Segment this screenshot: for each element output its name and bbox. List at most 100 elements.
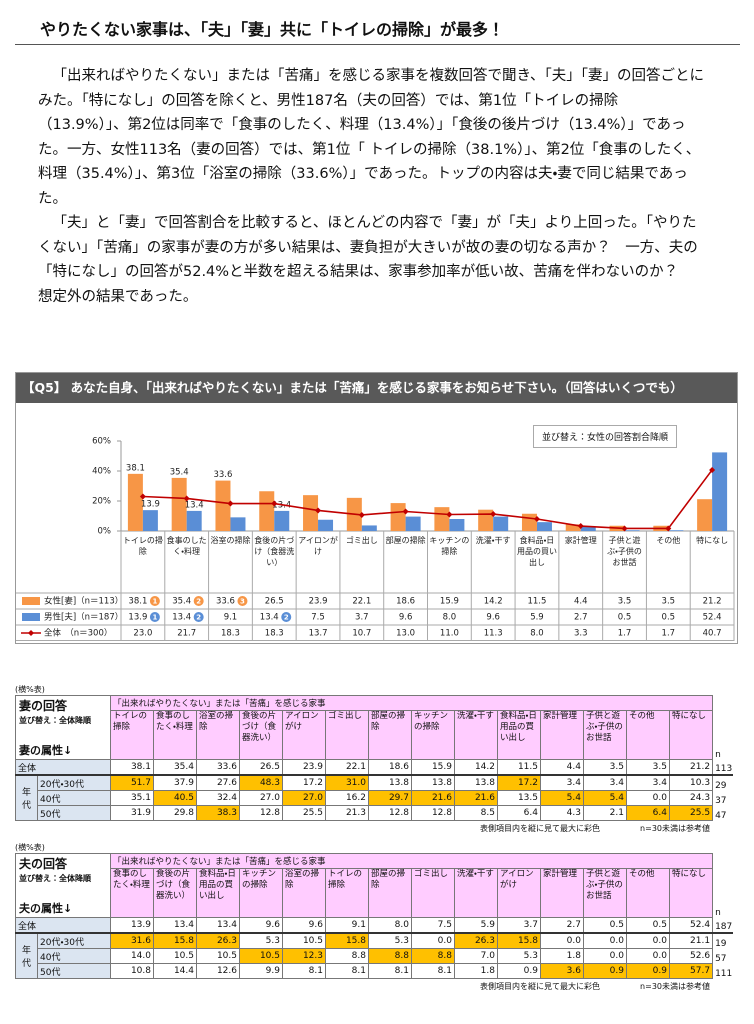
- category-cell: 特になし: [696, 536, 728, 545]
- table-cell: 27.0: [282, 790, 326, 806]
- table-cell: 38.1: [110, 759, 154, 776]
- table-value: 52.4: [703, 613, 722, 623]
- n-cell: 187: [712, 917, 733, 934]
- bar: [536, 522, 552, 531]
- table-value: 9.6: [486, 613, 500, 623]
- table-value: 18.3: [265, 629, 284, 639]
- bar-value-label: 33.6: [213, 470, 232, 480]
- table-cell: 14.4: [153, 963, 197, 979]
- chart-panel: 【Q5】 あなた自身、「出来ればやりたくない」または「苦痛」を感じる家事をお知ら…: [15, 372, 738, 644]
- category-cell: 食後の片づけ（食器洗い）: [254, 536, 295, 567]
- rank-number: 1: [152, 598, 157, 606]
- table-cell: 0.0: [411, 932, 455, 949]
- table-cell: 7.5: [411, 917, 455, 934]
- table-cell: 8.8: [325, 948, 369, 964]
- table-cell: 35.4: [153, 759, 197, 776]
- bar-value-label: 13.4: [185, 500, 204, 510]
- table-cell: 17.2: [497, 774, 541, 791]
- table-cell: 18.6: [368, 759, 412, 776]
- table-cell: 17.2: [282, 774, 326, 791]
- data-table: 夫の回答 並び替え：全体降順 夫の属性↓ 「出来ればやりたくない」または「苦痛」を感じ…: [15, 852, 733, 979]
- n-cell: 111: [712, 963, 733, 979]
- data-table: 妻の回答 並び替え：全体降順 妻の属性↓ 「出来ればやりたくない」または「苦痛」を感じ…: [15, 694, 733, 821]
- table-cell: 27.6: [196, 774, 240, 791]
- category-cell: 子供と遊ぶ・子供のお世話: [607, 536, 642, 567]
- unit-label: (横%表): [15, 843, 45, 852]
- line-marker: [533, 516, 540, 522]
- table-value: 11.5: [527, 597, 546, 607]
- table-cell: 13.8: [368, 774, 412, 791]
- rank-number: 2: [284, 614, 289, 622]
- table-value: 21.7: [177, 629, 196, 639]
- data-row: 40代 14.0 10.5 10.5 10.5 12.3 8.8 8.8 8.8 7.0 5.3 1.…: [16, 948, 733, 964]
- line-marker: [271, 500, 278, 507]
- table-cell: 14.2: [454, 759, 498, 776]
- column-header: アイロンがけ: [497, 868, 541, 918]
- line-marker: [139, 493, 146, 500]
- table-cell: 16.2: [325, 790, 369, 806]
- n-header: n: [712, 853, 733, 918]
- table-cell: 2.7: [540, 917, 584, 934]
- x-tick-label: キッチンの掃除: [429, 536, 470, 556]
- table-value: 11.3: [484, 629, 503, 639]
- table-value: 40.7: [703, 629, 722, 639]
- table-cell: 14.0: [110, 948, 154, 964]
- total-row: 全体 38.1 35.4 33.6 26.5 23.9 22.1 18.6 15.9 14.2 11…: [15, 759, 733, 776]
- table-cell: 27.0: [239, 790, 283, 806]
- attribute-label: 妻の属性↓: [19, 744, 73, 757]
- table-cell: 0.9: [583, 963, 627, 979]
- column-header: 食事のしたく・料理: [110, 868, 154, 918]
- table-cell: 12.8: [239, 805, 283, 821]
- bar: [318, 519, 334, 531]
- rank-number: 2: [196, 614, 201, 622]
- legend-swatch: [22, 613, 40, 621]
- x-tick-label: ゴミ出し: [345, 536, 378, 545]
- table-notes: 表側項目内を縦に見て最大に彩色 n=30未満は参考値: [15, 823, 740, 834]
- line-marker: [315, 507, 322, 514]
- column-header: アイロンがけ: [282, 710, 326, 760]
- wife-table: (横%表) 妻の回答 並び替え：全体降順 妻の属性↓ 「出来ればやりたくない」または「苦…: [15, 684, 740, 834]
- category-cell: アイロンがけ: [298, 536, 338, 556]
- table-cell: 7.0: [454, 948, 498, 964]
- table-cell: 8.1: [411, 963, 455, 979]
- rank-badge: [193, 596, 204, 606]
- table-cell: 52.6: [668, 948, 714, 964]
- rank-badge: [149, 596, 160, 606]
- column-header: 洗濯・干す: [454, 868, 498, 918]
- table-value: 3.5: [618, 597, 632, 607]
- corner-cell: 妻の回答 並び替え：全体降順 妻の属性↓: [15, 695, 111, 760]
- table-cell: 13.8: [411, 774, 455, 791]
- paragraph: 「出来ればやりたくない」または「苦痛」を感じる家事を複数回答で聞き、「夫」「妻」…: [38, 68, 704, 207]
- row-label: 20代・30代: [37, 932, 111, 949]
- title-rule: [15, 44, 740, 45]
- table-value: 22.1: [352, 597, 371, 607]
- table-cell: 3.5: [626, 759, 670, 776]
- table-cell: 0.5: [626, 917, 670, 934]
- table-cell: 8.5: [454, 805, 498, 821]
- table-cell: 26.3: [454, 932, 498, 949]
- table-cell: 29.8: [153, 805, 197, 821]
- table-value: 4.4: [574, 597, 588, 607]
- legend-swatch: [22, 597, 40, 605]
- table-cell: 9.1: [325, 917, 369, 934]
- page-title: やりたくない家事は、「夫」「妻」共に「トイレの掃除」が最多！: [40, 20, 505, 39]
- question-header: 「出来ればやりたくない」または「苦痛」を感じる家事: [109, 852, 714, 870]
- table-note: n=30未満は参考値: [640, 982, 710, 991]
- data-row: 50代 10.8 14.4 12.6 9.9 8.1 8.1 8.1 8.1 1.8 0.9 3.6 0…: [16, 963, 733, 979]
- table-cell: 1.8: [540, 948, 584, 964]
- table-cell: 5.4: [540, 790, 584, 806]
- table-cell: 31.0: [325, 774, 369, 791]
- category-cell: トイレの掃除: [123, 536, 163, 556]
- x-tick-label: 食後の片づけ（食器洗い）: [254, 536, 295, 567]
- column-header: 食後の片づけ（食器洗い）: [239, 710, 283, 760]
- table-cell: 5.3: [368, 932, 412, 949]
- table-value: 8.0: [530, 629, 544, 639]
- category-cell: キッチンの掃除: [429, 536, 470, 556]
- sort-label: 並び替え：全体降順: [19, 716, 91, 725]
- table-value: 13.4: [172, 613, 191, 623]
- table-cell: 31.6: [110, 932, 154, 949]
- table-cell: 13.4: [153, 917, 197, 934]
- category-cell: ゴミ出し: [345, 536, 378, 545]
- table-value: 3.7: [355, 613, 369, 623]
- bar: [230, 517, 246, 531]
